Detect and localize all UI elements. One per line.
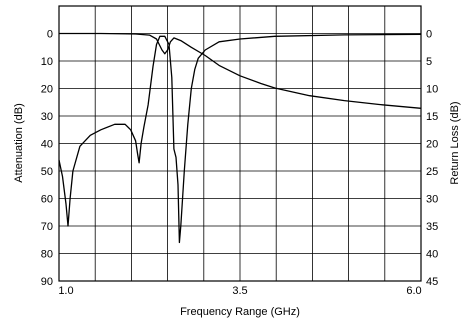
left-tick-label: 30 bbox=[41, 111, 53, 123]
right-tick-label: 30 bbox=[426, 194, 438, 206]
right-tick-label: 20 bbox=[426, 139, 438, 151]
left-tick-label: 40 bbox=[41, 139, 53, 151]
right-tick-label: 10 bbox=[426, 84, 438, 96]
return-loss-curve bbox=[59, 32, 422, 109]
left-tick-label: 90 bbox=[41, 276, 53, 288]
left-tick-label: 60 bbox=[41, 194, 53, 206]
left-tick-label: 50 bbox=[41, 166, 53, 178]
x-axis-title: Frequency Range (GHz) bbox=[180, 306, 300, 318]
attenuation-curve bbox=[58, 33, 422, 244]
right-axis-title: Return Loss (dB) bbox=[449, 101, 461, 184]
right-tick-label: 45 bbox=[426, 276, 438, 288]
left-tick-label: 10 bbox=[41, 56, 53, 68]
left-tick-label: 70 bbox=[41, 221, 53, 233]
right-tick-label: 25 bbox=[426, 166, 438, 178]
x-tick-label: 3.5 bbox=[232, 285, 247, 297]
plot-frame bbox=[58, 5, 422, 282]
left-axis-title: Attenuation (dB) bbox=[13, 103, 25, 183]
right-tick-label: 15 bbox=[426, 111, 438, 123]
right-tick-label: 35 bbox=[426, 221, 438, 233]
right-tick-label: 0 bbox=[426, 29, 432, 41]
left-tick-label: 80 bbox=[41, 249, 53, 261]
left-tick-label: 0 bbox=[47, 29, 53, 41]
right-tick-label: 40 bbox=[426, 249, 438, 261]
x-tick-label: 1.0 bbox=[58, 285, 73, 297]
left-tick-label: 20 bbox=[41, 84, 53, 96]
x-tick-label: 6.0 bbox=[406, 285, 421, 297]
right-tick-label: 5 bbox=[426, 56, 432, 68]
